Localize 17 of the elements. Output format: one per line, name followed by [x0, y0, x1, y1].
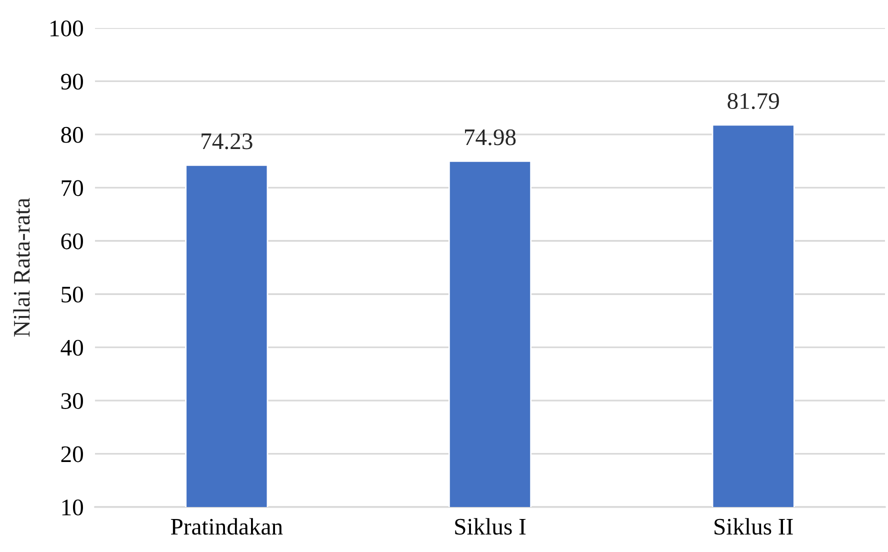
y-axis-title: Nilai Rata-rata	[13, 198, 30, 337]
y-tick-label: 20	[61, 446, 83, 462]
y-tick-label: 90	[61, 74, 83, 90]
data-label: 74.23	[202, 133, 252, 150]
y-tick-label: 100	[50, 20, 83, 36]
y-tick-label: 40	[60, 340, 83, 356]
y-tick-label: 60	[61, 233, 83, 250]
x-tick-label: Pratindakan	[170, 518, 283, 535]
x-tick-label: Siklus II	[714, 518, 793, 535]
data-label: 81.79	[728, 93, 779, 110]
y-tick-label: 10	[62, 499, 83, 516]
y-tick-label: 80	[61, 126, 83, 143]
y-tick-label: 30	[61, 393, 83, 409]
y-tick-label: 70	[62, 180, 83, 196]
x-tick-label: Siklus I	[455, 518, 526, 535]
data-label: 74.98	[464, 129, 516, 146]
y-tick-label: 50	[62, 286, 83, 303]
